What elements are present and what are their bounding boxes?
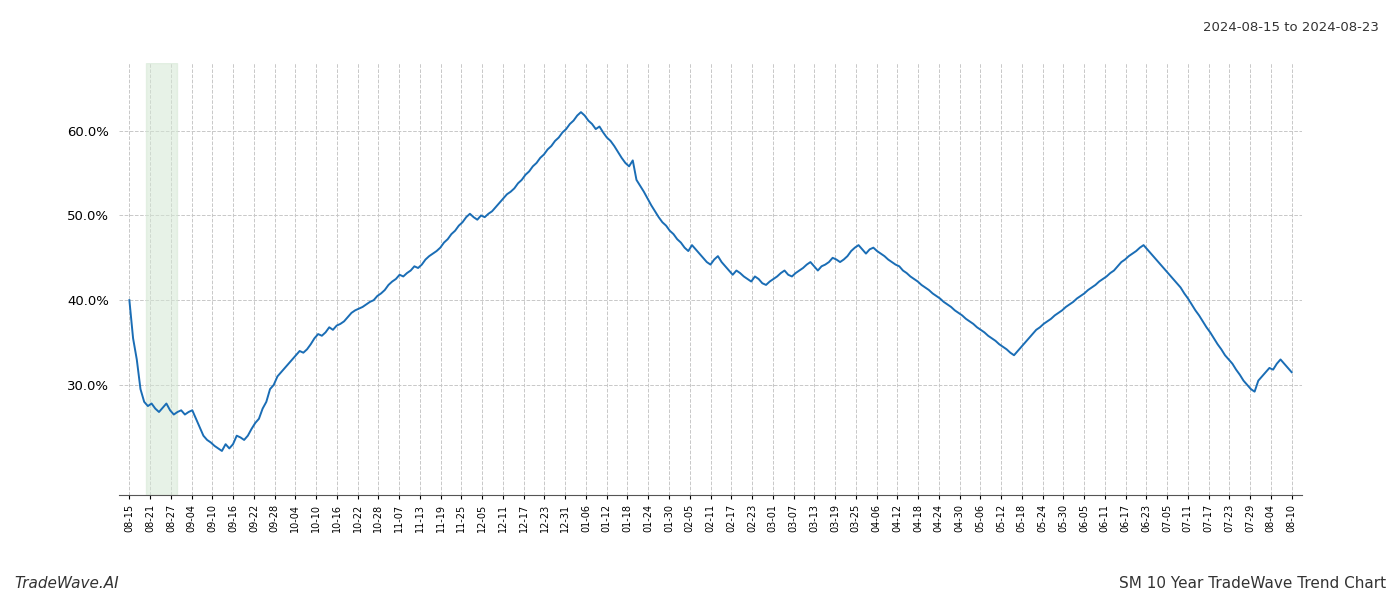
- Text: SM 10 Year TradeWave Trend Chart: SM 10 Year TradeWave Trend Chart: [1119, 576, 1386, 591]
- Text: 2024-08-15 to 2024-08-23: 2024-08-15 to 2024-08-23: [1203, 21, 1379, 34]
- Text: TradeWave.AI: TradeWave.AI: [14, 576, 119, 591]
- Bar: [146, 63, 178, 495]
